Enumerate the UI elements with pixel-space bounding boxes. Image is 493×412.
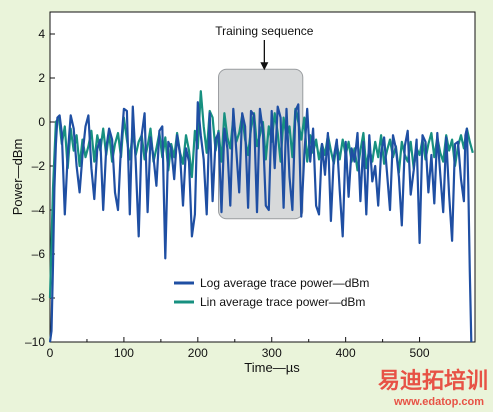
x-tick-label-2: 200 — [188, 346, 208, 360]
legend-label-lin: Lin average trace power—dBm — [200, 295, 365, 309]
x-tick-label-1: 100 — [114, 346, 134, 360]
x-axis-label: Time—µs — [244, 360, 300, 375]
x-tick-label-0: 0 — [47, 346, 54, 360]
x-tick-label-4: 400 — [336, 346, 356, 360]
series-lines — [48, 90, 474, 343]
y-tick-label-0: 4 — [38, 27, 45, 41]
y-tick-label-1: 2 — [38, 71, 45, 85]
legend-label-log: Log average trace power—dBm — [200, 276, 369, 290]
annotation-arrow-head — [260, 62, 269, 71]
y-tick-label-2: 0 — [38, 115, 45, 129]
y-axis-label: Power—dBm — [10, 139, 25, 216]
watermark: 易迪拓培训 www.edatop.com — [378, 368, 488, 408]
y-tick-label-7: –10 — [25, 335, 45, 349]
series-log-average-line — [48, 101, 473, 343]
axis-ticks: 0 100 200 300 400 500 4 2 0 –2 –4 –6 –8 –10 — [25, 27, 430, 360]
watermark-url: www.edatop.com — [393, 396, 484, 408]
y-tick-label-3: –2 — [32, 159, 46, 173]
y-tick-label-4: –4 — [32, 203, 46, 217]
annotation: Training sequence — [215, 24, 314, 71]
y-tick-label-6: –8 — [32, 291, 46, 305]
watermark-text: 易迪拓培训 — [378, 368, 488, 394]
x-tick-label-5: 500 — [410, 346, 430, 360]
x-tick-label-3: 300 — [262, 346, 282, 360]
annotation-label: Training sequence — [215, 24, 314, 38]
y-tick-label-5: –6 — [32, 247, 46, 261]
legend: Log average trace power—dBm Lin average … — [174, 276, 369, 309]
